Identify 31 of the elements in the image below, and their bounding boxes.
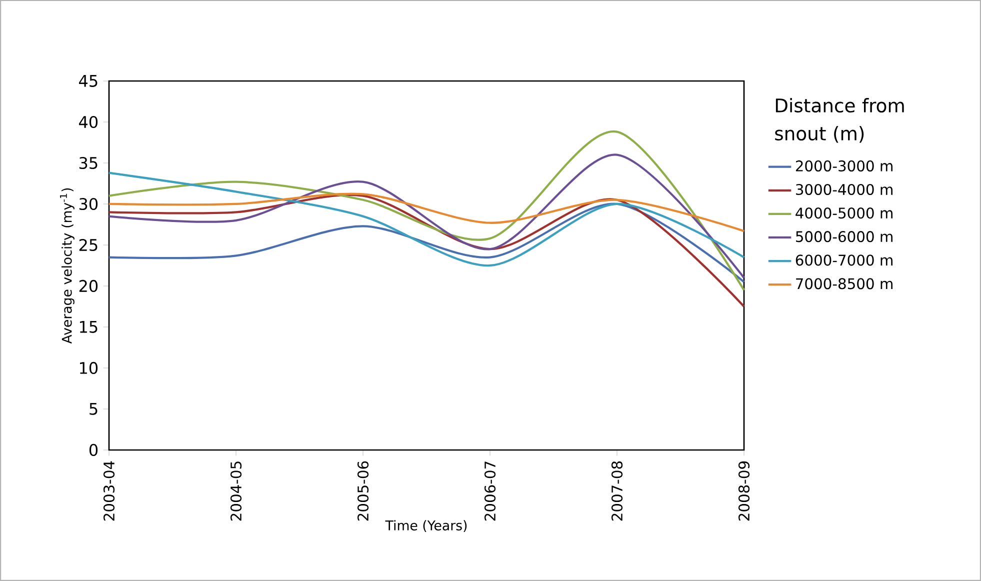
x-tick-label: 2006-07 [484, 462, 496, 521]
x-tick-label: 2004-05 [230, 462, 242, 521]
y-axis-title: Average velocity (my$^{-1}$) [60, 188, 74, 344]
legend-label: 6000-7000 m [796, 254, 892, 266]
y-tick-label: 0 [89, 444, 98, 456]
legend-label: 4000-5000 m [796, 208, 892, 219]
y-tick-label: 5 [90, 403, 98, 415]
legend-label: 5000-6000 m [796, 231, 892, 242]
x-axis-title: Time (Years) [385, 520, 467, 532]
legend-label: 2000-3000 m [796, 160, 892, 172]
line-series [108, 172, 746, 267]
y-tick-label: 40 [79, 116, 98, 128]
line-series [108, 194, 746, 308]
y-tick-label: 45 [79, 75, 98, 87]
y-tick-label: 30 [79, 198, 98, 210]
legend-title: Distance from snout (m) [775, 98, 904, 143]
y-tick-label: 15 [80, 321, 98, 333]
line-series [108, 130, 746, 292]
y-tick-label: 25 [79, 238, 98, 252]
x-tick-label: 2007-08 [611, 461, 623, 521]
y-tick-label: 10 [80, 362, 98, 374]
x-tick-label: 2008-09 [738, 461, 750, 521]
line-series [108, 192, 746, 232]
line-series [108, 202, 746, 283]
x-tick-label: 2005-06 [357, 461, 369, 521]
legend-label: 7000-8500 m [796, 278, 892, 290]
x-tick-label: 2003-04 [103, 461, 115, 521]
y-tick-label: 20 [79, 280, 98, 292]
legend-label: 3000-4000 m [796, 184, 892, 196]
line-series [108, 154, 746, 279]
y-tick-label: 35 [79, 156, 98, 170]
